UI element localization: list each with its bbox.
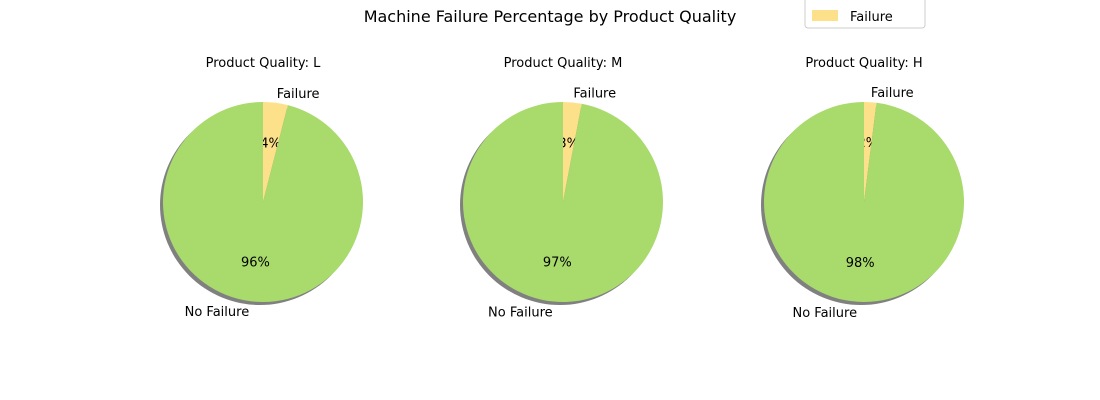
pie-1-pct-no-failure: 96% xyxy=(241,256,270,271)
pie-1-pct-failure: 4% xyxy=(260,136,281,151)
legend-swatch-failure xyxy=(812,10,838,21)
pie-2-pct-no-failure: 97% xyxy=(543,256,572,271)
pie-2-subtitle: Product Quality: M xyxy=(504,56,623,71)
pie-2-slice-failure xyxy=(563,102,582,202)
pie-3-label-no-failure: No Failure xyxy=(792,306,857,321)
pie-1-label-failure: Failure xyxy=(277,87,320,102)
pies-group: Product Quality: L 4% Failure 96% No Failure… xyxy=(160,56,964,321)
pie-2-label-no-failure: No Failure xyxy=(488,306,553,321)
legend-label-failure: Failure xyxy=(850,10,893,25)
pie-1-slice-no-failure xyxy=(162,102,363,302)
legend: Failure xyxy=(804,0,926,29)
pie-1-label-no-failure: No Failure xyxy=(185,305,250,320)
pie-2-slice-no-failure xyxy=(462,102,663,302)
chart-title: Machine Failure Percentage by Product Qu… xyxy=(364,7,737,26)
pie-3-pct-no-failure: 98% xyxy=(846,256,875,271)
pie-3-subtitle: Product Quality: H xyxy=(805,56,922,71)
pie-2-label-failure: Failure xyxy=(573,86,616,101)
pie-1-slice-failure xyxy=(263,102,288,202)
pie-3-slice-failure xyxy=(864,102,877,202)
pie-3-label-failure: Failure xyxy=(871,86,914,101)
pie-3-slice-no-failure xyxy=(763,102,964,302)
pie-1-subtitle: Product Quality: L xyxy=(206,56,322,71)
